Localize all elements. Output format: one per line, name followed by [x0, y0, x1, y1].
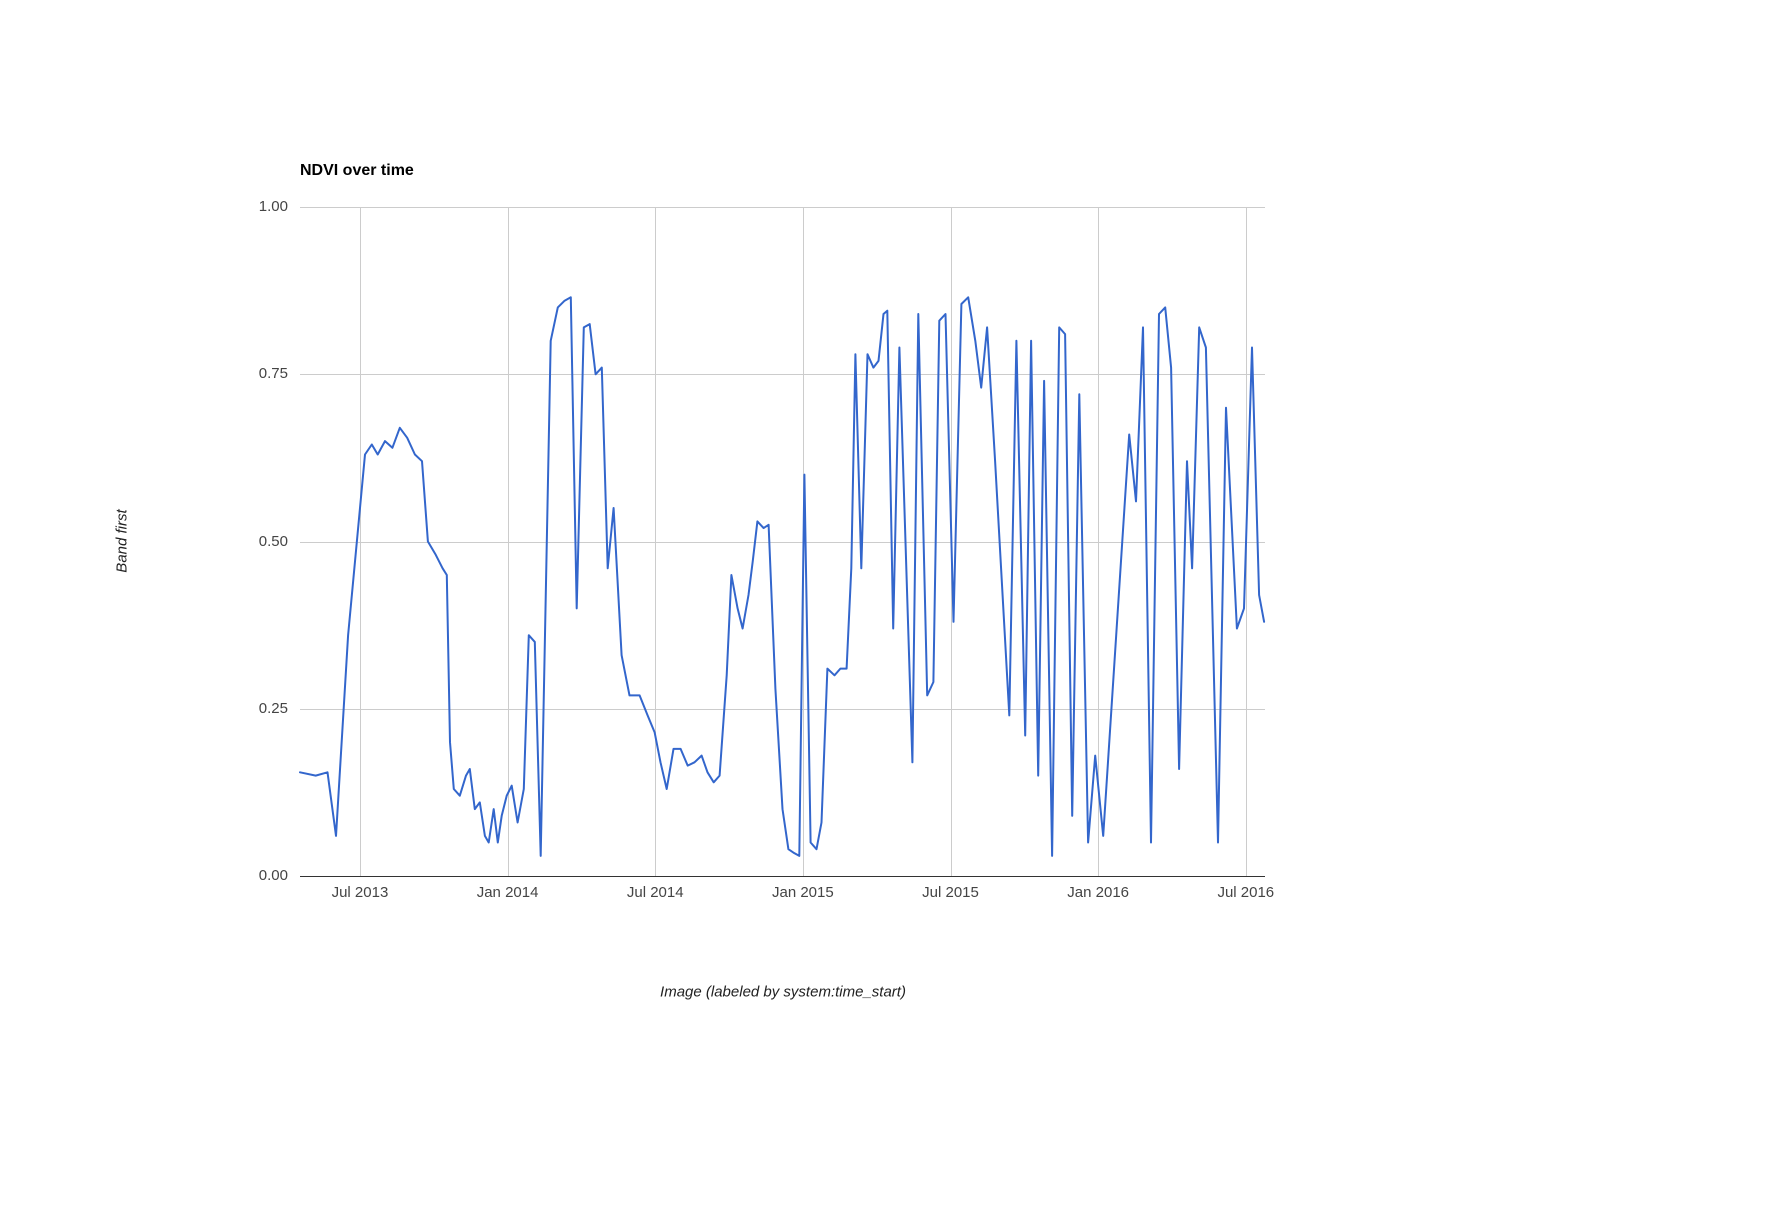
- x-tick-label: Jul 2013: [331, 884, 389, 901]
- chart-title: NDVI over time: [300, 162, 414, 179]
- y-tick-label: 0.25: [258, 699, 288, 717]
- ndvi-series-line: [299, 296, 1266, 857]
- x-tick-label: Jan 2016: [1067, 884, 1130, 901]
- x-tick-label: Jul 2014: [626, 884, 684, 901]
- y-tick-label: 0.50: [258, 532, 288, 550]
- y-tick-label: 0.75: [258, 365, 288, 383]
- x-tick-label: Jul 2015: [922, 884, 979, 901]
- y-tick-label: 0.00: [258, 867, 288, 884]
- y-tick-label: 1.00: [258, 198, 288, 215]
- gridlines: [300, 207, 1265, 877]
- x-tick-label: Jan 2015: [771, 884, 834, 901]
- x-tick-label: Jul 2016: [1217, 884, 1275, 901]
- x-axis-title: Image (labeled by system:time_start): [660, 983, 906, 1001]
- x-tick-label: Jan 2014: [476, 884, 539, 901]
